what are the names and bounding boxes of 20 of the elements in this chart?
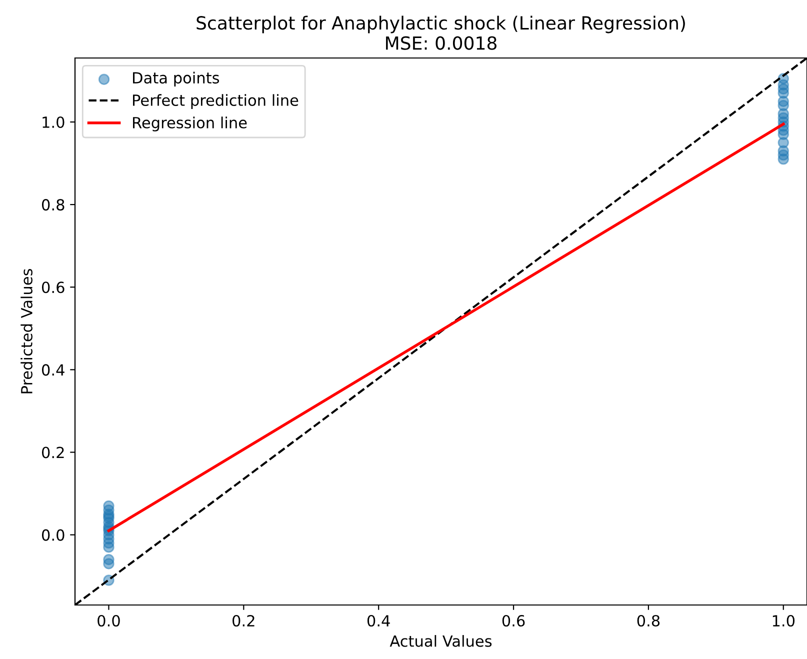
point [103,554,114,566]
y-tick-label: 0.2 [42,446,64,458]
y-tick-label: 1.0 [42,116,64,128]
x-tick-label: 0.0 [98,614,120,627]
y-tick-label: 0.8 [42,199,64,211]
point [103,500,114,512]
legend-label: Data points [133,72,220,87]
y-axis-title: Predicted Values [20,269,32,394]
chart-title: Scatterplot for Anaphylactic shock (Linear Regression) MSE: 0.0018 [196,16,685,50]
legend-label: Perfect prediction line [133,94,298,109]
x-axis-title: Actual Values [390,635,492,647]
x-tick-label: 0.8 [637,614,660,627]
x-tick-label: 0.6 [502,614,525,627]
x-tick-label: 1.0 [772,614,795,627]
y-tick-label: 0.6 [42,282,64,294]
y-tick-label: 0.4 [42,364,64,376]
legend-label: Regression line [133,116,247,132]
x-tick-label: 0.4 [367,614,390,627]
y-tick-label: 0.0 [42,529,64,541]
x-tick-label: 0.2 [232,614,254,627]
